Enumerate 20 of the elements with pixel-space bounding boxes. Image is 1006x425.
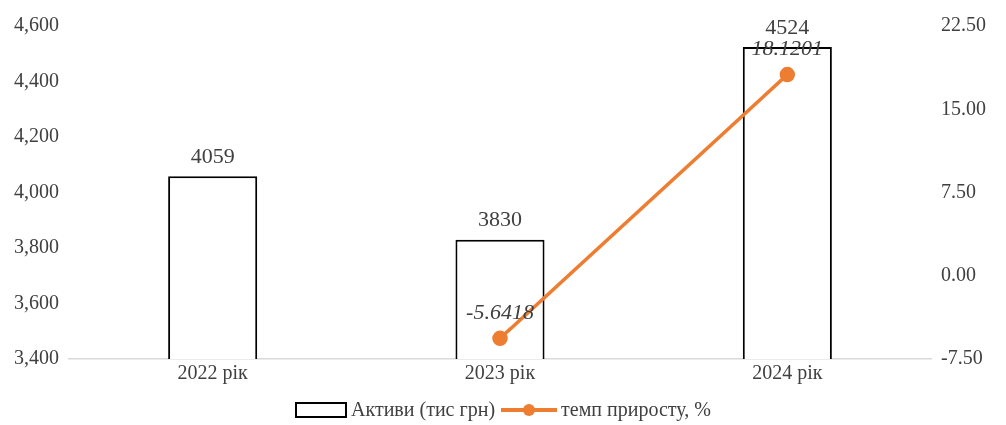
y-tick-label: 4,200 (14, 124, 59, 147)
series-label: Активи (тис грн) (351, 398, 496, 421)
data-label: 3830 (478, 206, 522, 232)
x-tick-label: 2024 рік (752, 361, 823, 385)
y2-tick-label: -7.50 (941, 346, 983, 369)
y-tick-label: 3,600 (14, 290, 59, 313)
y-tick-label: 3,800 (14, 235, 59, 258)
y2-tick-label: 0.00 (941, 263, 976, 285)
y2-tick-label: 7.50 (941, 179, 976, 202)
x-tick-label: 2022 рік (177, 361, 249, 385)
legend-label: темп приросту, % (561, 398, 711, 421)
y2-tick-label: 22.50 (941, 13, 986, 36)
x-tick-label: 2023 рік (464, 361, 536, 385)
y-tick-label: 3,400 (14, 346, 59, 369)
data-label: 4524 (765, 13, 810, 39)
y-tick-label: 4,400 (14, 68, 59, 91)
y-tick-label: 4,600 (14, 13, 59, 36)
data-label: 4059 (190, 142, 235, 168)
y-tick-label: 4,000 (14, 179, 59, 202)
y2-tick-label: 15.00 (941, 96, 986, 119)
